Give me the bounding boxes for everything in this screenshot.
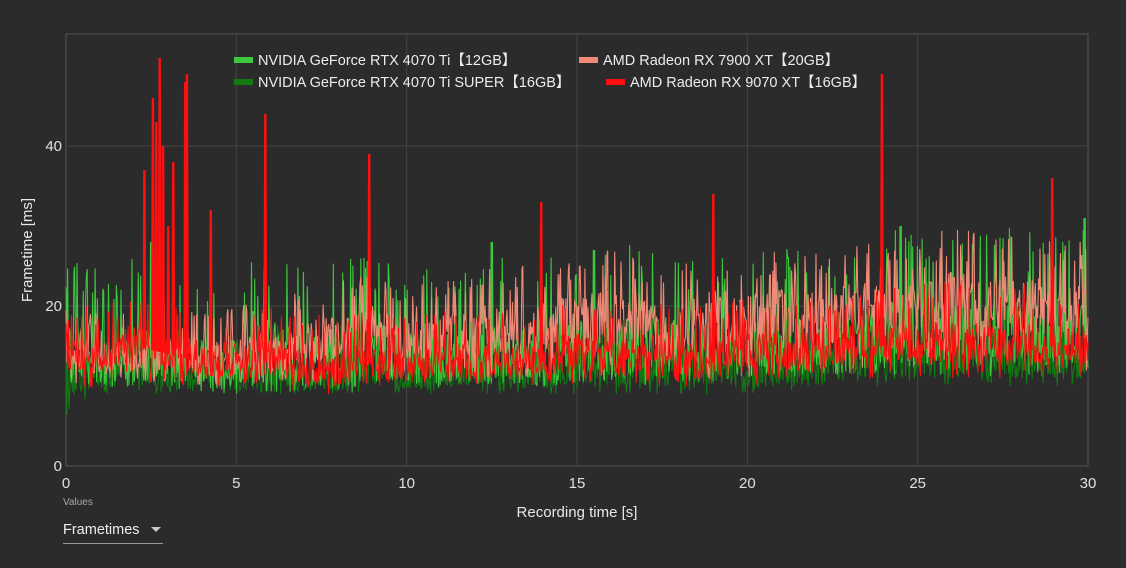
frametime-spike: [171, 161, 176, 356]
legend-swatch: [606, 79, 625, 85]
legend-label: NVIDIA GeForce RTX 4070 Ti【12GB】: [258, 52, 516, 69]
frametime-spike: [711, 193, 716, 363]
frametime-spike: [263, 113, 268, 363]
x-axis-title: Recording time [s]: [517, 504, 638, 521]
values-panel: Values Frametimes: [63, 497, 163, 544]
frametime-spike: [166, 225, 171, 355]
frametime-spike: [539, 201, 544, 363]
x-tick-label: 30: [1080, 475, 1097, 492]
axis-ticks: 0 5 10 15 20 25 30 0 20 40: [45, 138, 1096, 492]
x-tick-label: 15: [569, 475, 586, 492]
frametime-spike: [490, 241, 494, 355]
frametime-spike: [367, 153, 372, 363]
values-dropdown[interactable]: Frametimes: [63, 516, 163, 544]
frametime-spike: [157, 57, 162, 353]
legend-label: AMD Radeon RX 9070 XT【16GB】: [630, 74, 866, 91]
frametime-spike: [1050, 177, 1055, 347]
series-line: [65, 281, 1089, 395]
y-tick-label: 40: [45, 138, 62, 155]
legend-swatch: [579, 57, 598, 63]
legend-swatch: [234, 79, 253, 85]
x-tick-label: 25: [909, 475, 926, 492]
frametime-spike: [208, 209, 213, 363]
x-tick-label: 5: [232, 475, 240, 492]
x-tick-label: 0: [62, 475, 70, 492]
frametime-spike: [151, 97, 155, 351]
series-layer: [65, 57, 1089, 415]
frametime-spike: [898, 225, 903, 339]
x-tick-label: 10: [398, 475, 415, 492]
y-tick-label: 0: [54, 458, 62, 475]
y-axis-title: Frametime [ms]: [19, 198, 36, 302]
frametime-spike: [880, 73, 884, 347]
y-tick-label: 20: [45, 298, 62, 315]
values-selected-text: Frametimes: [63, 521, 140, 538]
legend-label: AMD Radeon RX 7900 XT【20GB】: [603, 52, 839, 69]
frametime-spike: [185, 73, 189, 359]
x-tick-label: 20: [739, 475, 756, 492]
frametime-spike: [161, 145, 165, 353]
frametime-spike: [154, 121, 159, 352]
values-caption: Values: [63, 497, 93, 508]
legend-label: NVIDIA GeForce RTX 4070 Ti SUPER【16GB】: [258, 74, 570, 91]
legend: NVIDIA GeForce RTX 4070 Ti【12GB】 NVIDIA G…: [234, 52, 866, 91]
legend-swatch: [234, 57, 253, 63]
frametime-spike: [142, 169, 147, 349]
caret-down-icon: [150, 527, 161, 532]
